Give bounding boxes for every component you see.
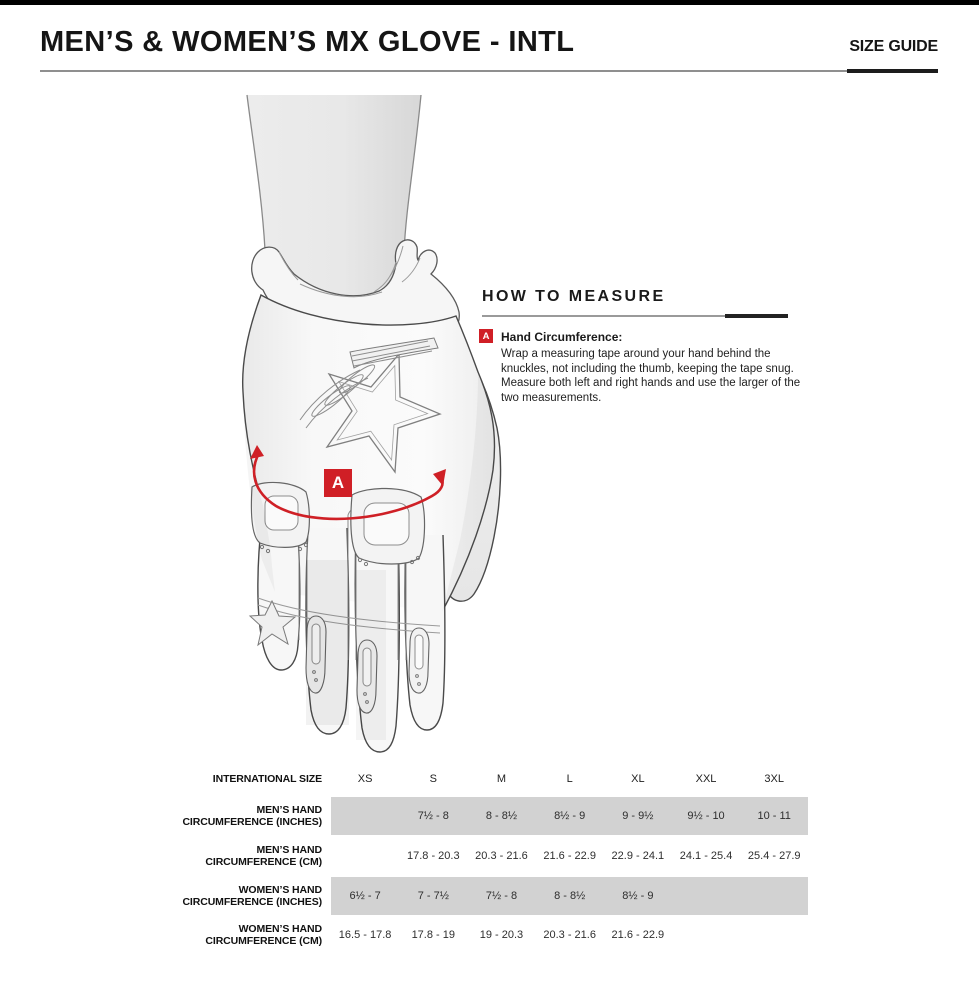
size-col-header: L — [566, 773, 573, 785]
tape-arrow-left — [250, 445, 264, 459]
size-col-header: 3XL — [764, 773, 784, 785]
how-to-measure-section: HOW TO MEASURE — [482, 288, 802, 306]
header-divider — [40, 70, 938, 72]
table-cell — [331, 797, 400, 835]
table-cell: 9½ - 10 — [671, 797, 741, 835]
thumb — [436, 329, 502, 602]
star-logo-icon — [325, 352, 442, 474]
table-cell — [740, 877, 809, 915]
size-table-header-row: INTERNATIONAL SIZE XS S M L XL XXL 3XL — [0, 761, 820, 797]
table-row-mens-inches: MEN’S HAND CIRCUMFERENCE (INCHES) 7½ - 8… — [0, 797, 820, 835]
shading — [243, 372, 495, 740]
table-cell: 24.1 - 25.4 — [679, 850, 733, 862]
how-to-measure-heading: HOW TO MEASURE — [482, 288, 666, 305]
table-cell — [672, 915, 740, 955]
top-black-bar — [0, 0, 979, 5]
hand-circumference-title: Hand Circumference: — [501, 330, 623, 344]
size-table: INTERNATIONAL SIZE XS S M L XL XXL 3XL M… — [0, 761, 820, 955]
table-cell: 10 - 11 — [740, 797, 809, 835]
row-label: WOMEN’S HAND CIRCUMFERENCE (INCHES) — [182, 883, 322, 909]
header-divider-accent — [847, 69, 938, 73]
index-finger — [404, 534, 446, 731]
table-cell: 25.4 - 27.9 — [747, 850, 801, 862]
ring-finger — [305, 527, 350, 735]
size-table-header-label: INTERNATIONAL SIZE — [212, 772, 322, 785]
hand-back — [241, 293, 496, 613]
measure-point-a-marker: A — [324, 469, 352, 497]
table-cell: 9 - 9½ — [603, 797, 672, 835]
table-cell: 8 - 8½ — [535, 877, 604, 915]
size-col-header: XXL — [695, 773, 717, 785]
table-cell: 20.3 - 21.6 — [543, 929, 596, 941]
size-col-header: S — [429, 773, 437, 785]
fingers — [257, 504, 446, 753]
glove-cuff — [251, 239, 460, 338]
size-guide-tab[interactable]: SIZE GUIDE — [849, 38, 938, 55]
table-cell: 7½ - 8 — [467, 877, 536, 915]
table-cell — [671, 877, 741, 915]
table-cell: 21.6 - 22.9 — [543, 850, 596, 862]
table-row-womens-inches: WOMEN’S HAND CIRCUMFERENCE (INCHES) 6½ -… — [0, 877, 820, 915]
table-cell: 19 - 20.3 — [479, 929, 524, 941]
row-label: MEN’S HAND CIRCUMFERENCE (INCHES) — [182, 803, 322, 829]
how-to-measure-divider-accent — [725, 314, 788, 318]
how-to-measure-divider — [482, 315, 788, 317]
table-cell: 16.5 - 17.8 — [338, 929, 392, 941]
row-label: MEN’S HAND CIRCUMFERENCE (CM) — [205, 843, 322, 869]
measure-point-a-badge: A — [479, 329, 493, 343]
table-cell: 17.8 - 20.3 — [406, 850, 460, 862]
table-cell: 8 - 8½ — [467, 797, 536, 835]
table-cell: 20.3 - 21.6 — [475, 850, 528, 862]
table-cell: 17.8 - 19 — [411, 929, 455, 941]
table-cell: 7 - 7½ — [399, 877, 468, 915]
table-cell: 7½ - 8 — [399, 797, 468, 835]
size-col-header: M — [496, 773, 507, 785]
table-cell — [740, 915, 808, 955]
page-title: MEN’S & WOMEN’S MX GLOVE - INTL — [40, 26, 575, 58]
middle-finger — [354, 531, 401, 753]
table-cell: 6½ - 7 — [331, 877, 400, 915]
size-col-header: XS — [357, 773, 373, 785]
table-row-womens-cm: WOMEN’S HAND CIRCUMFERENCE (CM) 16.5 - 1… — [0, 915, 820, 955]
tape-arrow-right — [433, 469, 446, 486]
wrist-texture-lines — [299, 364, 376, 429]
table-cell: 8½ - 9 — [535, 797, 604, 835]
small-star-icon — [248, 599, 297, 647]
size-col-header: XL — [631, 773, 645, 785]
hand-circumference-instructions: Wrap a measuring tape around your hand b… — [501, 348, 801, 404]
forearm — [246, 94, 422, 300]
finger-slider-guards — [305, 615, 430, 714]
table-cell — [331, 835, 399, 877]
pinky-finger — [257, 519, 301, 671]
wrist-strap — [349, 337, 439, 369]
table-cell: 8½ - 9 — [603, 877, 672, 915]
table-cell: 21.6 - 22.9 — [611, 929, 665, 941]
table-cell: 22.9 - 24.1 — [611, 850, 665, 862]
row-label: WOMEN’S HAND CIRCUMFERENCE (CM) — [205, 922, 322, 948]
table-row-mens-cm: MEN’S HAND CIRCUMFERENCE (CM) 17.8 - 20.… — [0, 835, 820, 877]
